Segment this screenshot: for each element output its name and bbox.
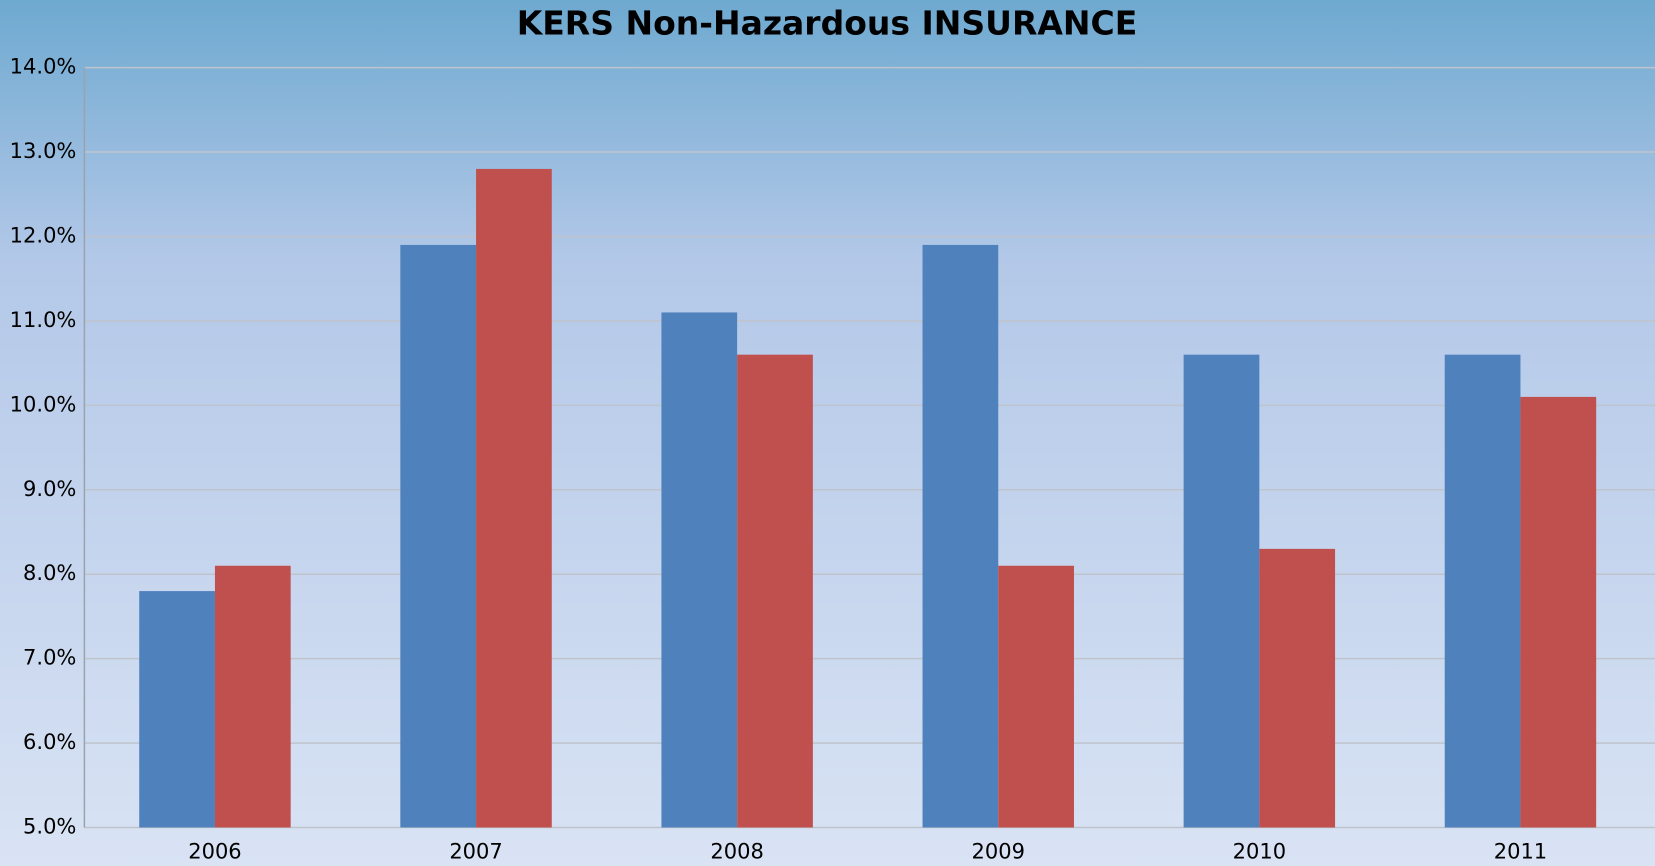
bar [922, 244, 999, 828]
x-tick-label: 2011 [1494, 840, 1547, 864]
y-tick-label: 5.0% [23, 815, 76, 839]
y-tick-label: 9.0% [23, 477, 76, 501]
bar [661, 312, 738, 828]
bar [998, 565, 1074, 828]
y-tick-label: 8.0% [23, 561, 76, 585]
y-tick-label: 7.0% [23, 646, 76, 670]
bar [1520, 396, 1597, 828]
x-tick-label: 2009 [972, 840, 1025, 864]
bar [214, 565, 291, 828]
y-tick-label: 10.0% [10, 392, 77, 416]
y-tick-label: 6.0% [23, 730, 76, 754]
bar [737, 354, 813, 828]
y-tick-label: 11.0% [10, 308, 77, 332]
x-tick-label: 2006 [188, 840, 241, 864]
bar [400, 244, 477, 828]
bar [139, 591, 215, 828]
x-tick-label: 2007 [449, 840, 502, 864]
bar [1183, 354, 1260, 828]
y-tick-label: 12.0% [10, 223, 77, 247]
x-tick-label: 2010 [1233, 840, 1286, 864]
bar [1444, 354, 1521, 828]
x-tick-label: 2008 [710, 840, 763, 864]
bar [1259, 548, 1336, 828]
y-tick-label: 13.0% [10, 139, 77, 163]
y-tick-label: 14.0% [10, 55, 77, 79]
bar [476, 168, 552, 828]
chart-title: KERS Non-Hazardous INSURANCE [517, 4, 1138, 43]
